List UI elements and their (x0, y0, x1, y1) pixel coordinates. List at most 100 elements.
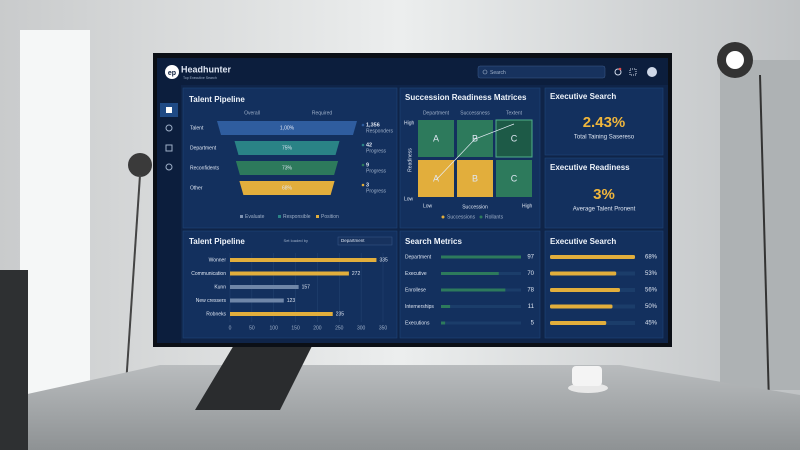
panel (399, 87, 541, 229)
status: Progress (366, 188, 387, 194)
axis-label: Low (423, 203, 433, 209)
column-header: Overall (244, 110, 260, 116)
matrix-cell (457, 160, 493, 197)
bar (230, 298, 284, 303)
panel (544, 230, 664, 339)
bar (550, 271, 617, 276)
logo-mark (165, 65, 179, 79)
search-box[interactable] (477, 65, 606, 79)
category-label: Robneks (206, 311, 226, 317)
window (20, 30, 90, 410)
avatar[interactable] (647, 67, 657, 77)
status-dot (361, 183, 365, 187)
bar (550, 304, 613, 309)
cell-label: C (511, 133, 518, 143)
apps-icon[interactable] (629, 68, 637, 76)
value-label: 5 (531, 321, 535, 327)
cell-label: A (433, 173, 439, 183)
panel-title: Executive Readiness (550, 163, 630, 172)
chart-icon[interactable] (165, 144, 173, 152)
panel-title: Executive Search (550, 237, 616, 246)
count: 1,356 (366, 122, 380, 128)
count: 42 (366, 142, 372, 148)
legend-dot (441, 215, 445, 219)
x-tick-label: 100 (270, 325, 279, 331)
funnel-segment (217, 121, 357, 135)
bar (441, 305, 451, 308)
bar (230, 285, 299, 289)
status-dot (361, 143, 365, 147)
category-label: Wonner (209, 257, 227, 263)
column-header: Required (312, 110, 333, 116)
table (0, 365, 800, 450)
value-label: 45% (645, 321, 658, 327)
brand: Headhunter (181, 64, 232, 74)
matrix-cell (418, 120, 454, 157)
category-label: Department (405, 254, 432, 260)
x-tick-label: 50 (249, 325, 255, 331)
legend-label: Rollants (485, 214, 504, 220)
search-icon (482, 69, 488, 75)
value-label: 56% (645, 288, 658, 294)
user-icon[interactable] (165, 124, 173, 132)
legend-dot (479, 215, 483, 219)
help-icon[interactable] (165, 163, 173, 171)
panel-title: Succession Readiness Matrices (405, 93, 527, 102)
cell-label: B (472, 173, 478, 183)
value-label: 335 (379, 257, 388, 263)
axis-label: High (404, 120, 415, 126)
legend-label: Evaluate (245, 214, 265, 220)
value-label: 157 (302, 284, 311, 290)
count: 9 (366, 162, 369, 168)
bar (441, 288, 506, 292)
bar (441, 321, 446, 325)
status-dot (361, 123, 365, 127)
bar-track (441, 305, 521, 308)
tablet (195, 330, 320, 410)
panel (182, 87, 398, 229)
bar-track (441, 321, 521, 325)
badge (618, 67, 622, 71)
legend-label: Successions (447, 214, 476, 220)
cell-label: A (433, 133, 439, 143)
x-tick-label: 0 (229, 325, 232, 331)
bar (441, 272, 499, 275)
panel (399, 230, 541, 339)
funnel-segment (235, 161, 339, 175)
value-label: 78 (527, 288, 534, 294)
matrix-cell (418, 160, 454, 197)
funnel-segment (239, 181, 335, 195)
legend-label: Responsible (283, 214, 311, 220)
logo: ep (168, 70, 176, 77)
panel-title: Talent Pipeline (189, 95, 245, 104)
category-label: Enrollese (405, 287, 426, 293)
bar (230, 312, 333, 316)
value-label: 123 (287, 298, 296, 304)
bell-icon[interactable] (614, 68, 622, 76)
filter-dropdown[interactable] (337, 236, 393, 246)
category-label: Executions (405, 320, 430, 326)
window-right (720, 60, 800, 390)
value-label: 272 (352, 271, 361, 277)
matrix-cell (496, 160, 532, 197)
cup (572, 366, 602, 386)
lamp-stand (759, 74, 771, 441)
cell-label: B (472, 133, 478, 143)
category-label: Communication (191, 271, 226, 277)
home-icon[interactable] (166, 107, 172, 113)
lamp-light (726, 51, 744, 69)
category-label: Internerships (405, 304, 434, 310)
panel (544, 157, 664, 229)
status: Responders (366, 128, 393, 134)
funnel-label: 68% (282, 185, 293, 191)
lamp-stand-left (124, 174, 141, 401)
row-label: Reconfidents (190, 165, 220, 171)
value-label: 50% (645, 304, 658, 310)
bar (230, 271, 349, 276)
tagline: Top Executive Search (183, 76, 217, 80)
chair (0, 270, 28, 450)
kpi-caption: Total Taining Sasereso (574, 135, 635, 141)
x-tick-label: 300 (357, 325, 366, 331)
filter-label: Set loaded by (284, 238, 308, 243)
